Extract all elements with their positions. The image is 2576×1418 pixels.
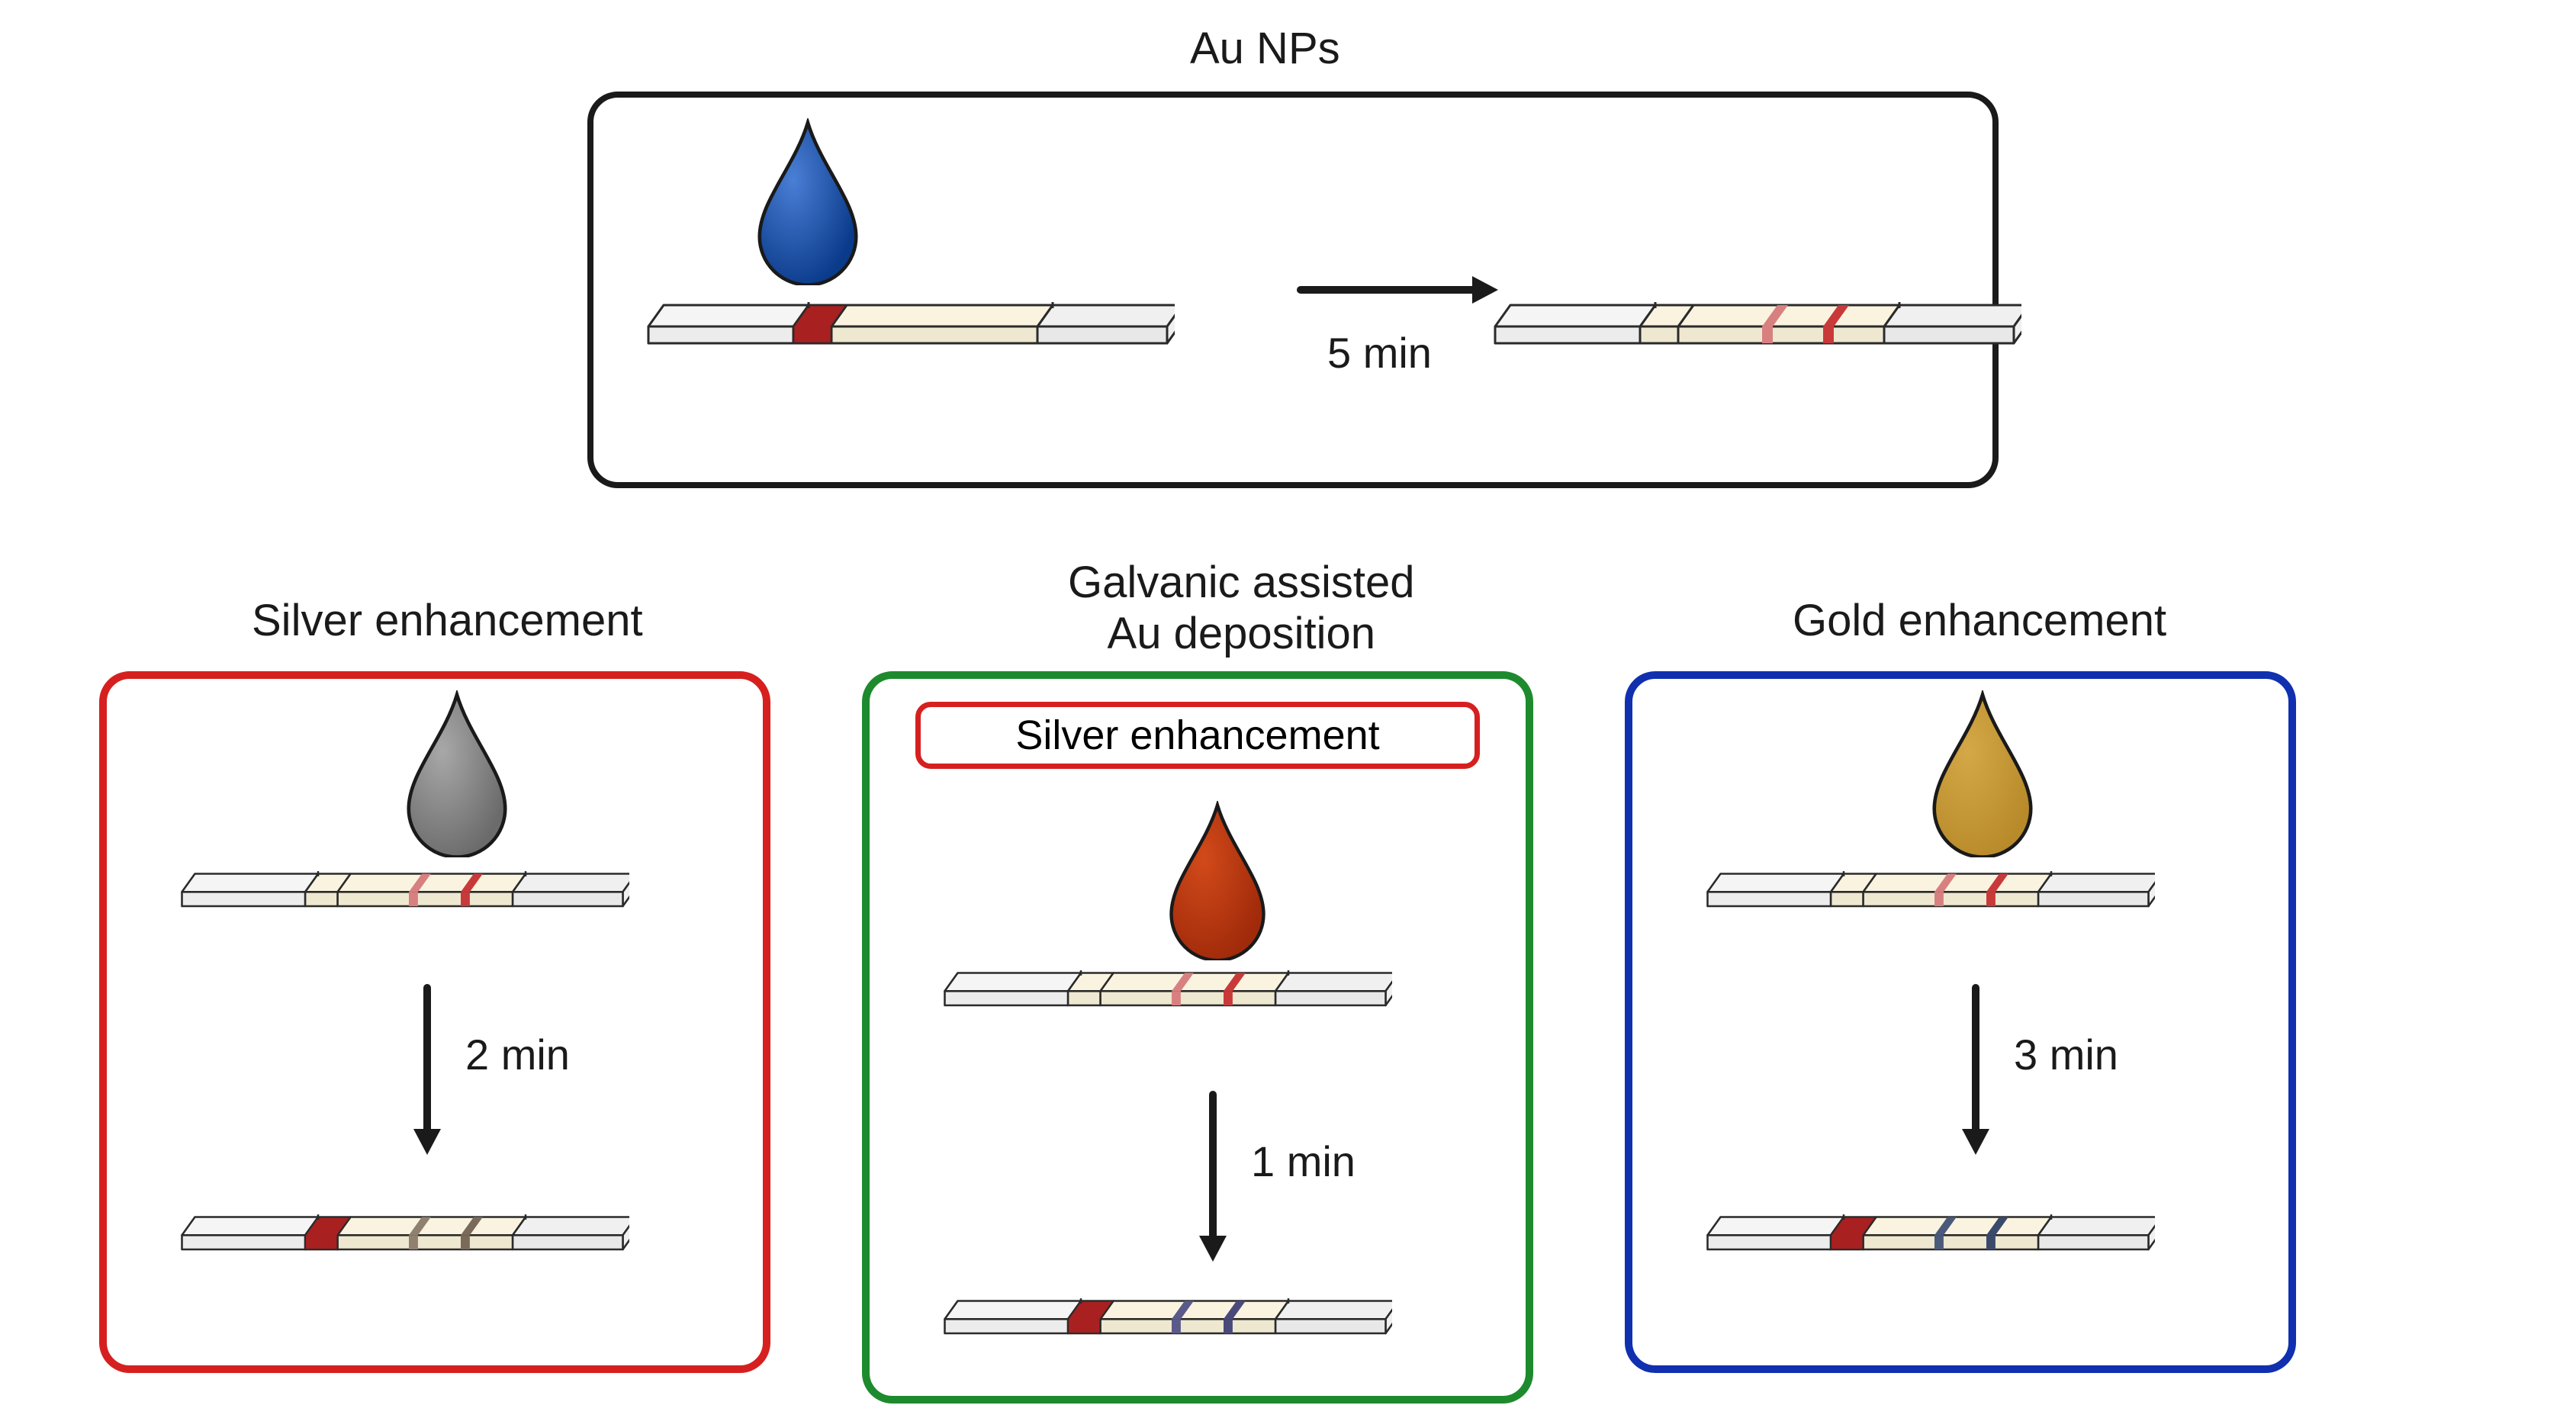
strip-after <box>175 1198 629 1308</box>
strip-after <box>1701 1198 2155 1308</box>
strip-before <box>938 953 1392 1064</box>
panel-title: Galvanic assisted Au deposition <box>1068 557 1415 659</box>
panel-title: Silver enhancement <box>252 595 643 646</box>
drop-icon <box>404 690 510 857</box>
arrow-icon <box>1190 1091 1236 1266</box>
strip-before <box>175 854 629 965</box>
arrow-label: 1 min <box>1251 1137 1356 1186</box>
arrow-icon <box>1953 984 1999 1159</box>
arrow-icon <box>1297 267 1503 313</box>
strip-after <box>938 1281 1392 1392</box>
drop-icon <box>1930 690 2035 857</box>
strip-after <box>1487 282 2021 412</box>
arrow-label: 5 min <box>1327 328 1432 378</box>
drop-icon <box>1167 801 1268 960</box>
sub-box: Silver enhancement <box>915 702 1480 769</box>
arrow-icon <box>404 984 450 1159</box>
strip-before <box>641 282 1175 412</box>
drop-icon <box>755 118 860 285</box>
strip-before <box>1701 854 2155 965</box>
arrow-label: 3 min <box>2014 1030 2118 1079</box>
arrow-label: 2 min <box>465 1030 570 1079</box>
top-title: Au NPs <box>1190 23 1340 74</box>
panel-title: Gold enhancement <box>1793 595 2166 646</box>
